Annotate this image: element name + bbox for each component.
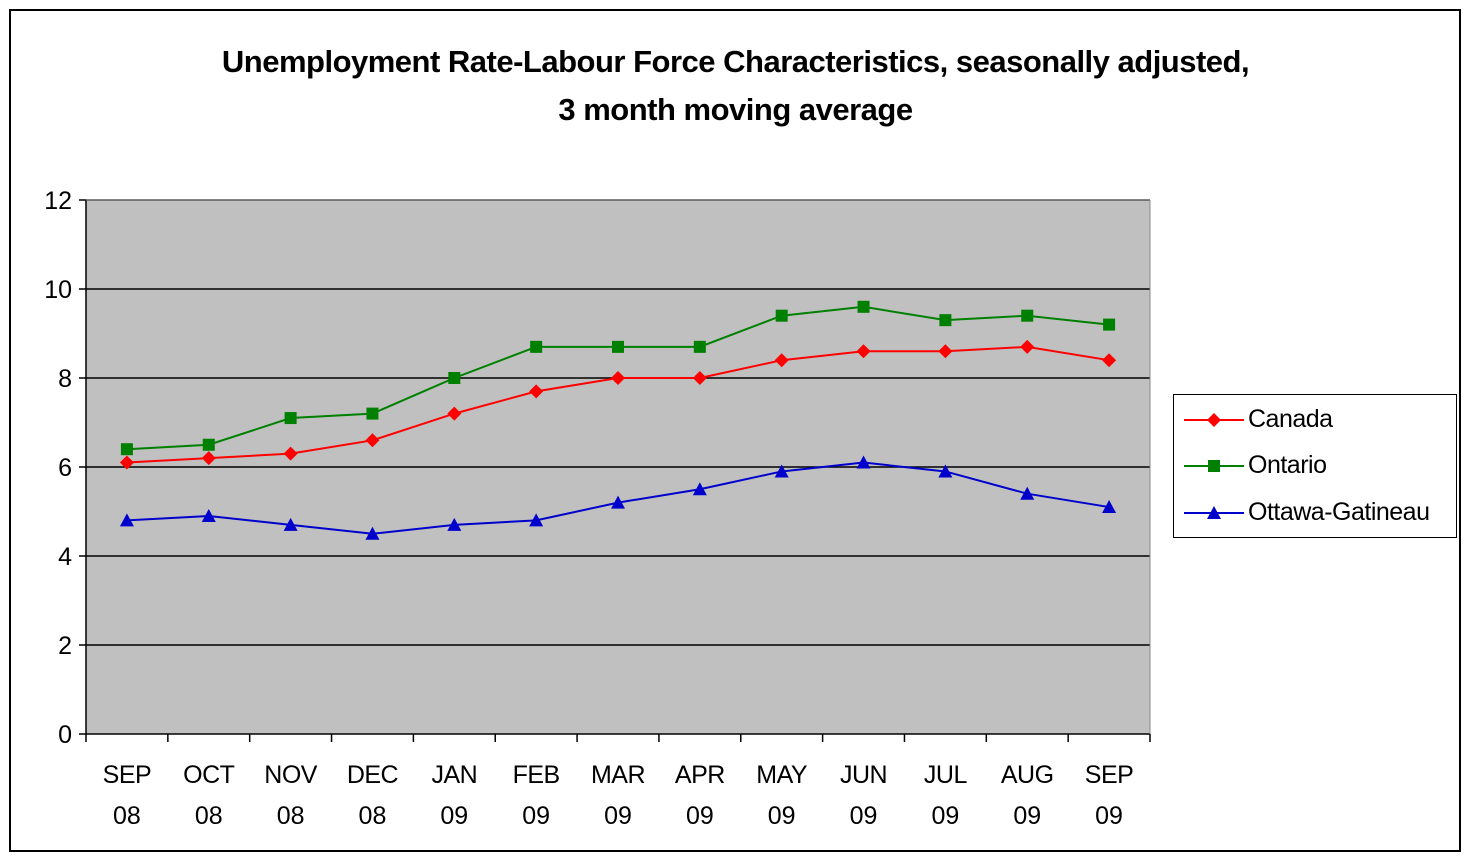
data-point-ottawa-gatineau-1 bbox=[201, 508, 216, 522]
y-tick-label-12: 12 bbox=[44, 187, 72, 215]
data-point-ontario-10 bbox=[939, 314, 952, 327]
data-point-ottawa-gatineau-12 bbox=[1102, 500, 1117, 514]
data-point-canada-0 bbox=[119, 455, 134, 470]
data-point-canada-2 bbox=[283, 446, 298, 461]
data-point-ontario-5 bbox=[530, 340, 543, 353]
y-tick-label-4: 4 bbox=[58, 543, 72, 571]
data-point-ottawa-gatineau-9 bbox=[856, 455, 871, 469]
x-tick-label-month-7: APR bbox=[675, 761, 725, 789]
data-point-canada-10 bbox=[938, 344, 953, 359]
data-point-ontario-0 bbox=[120, 443, 133, 456]
data-point-ottawa-gatineau-2 bbox=[283, 517, 298, 531]
legend-marker-canada bbox=[1184, 413, 1244, 427]
chart-title-line1: Unemployment Rate-Labour Force Character… bbox=[221, 44, 1250, 79]
data-point-ottawa-gatineau-5 bbox=[529, 513, 544, 527]
x-tick-label-year-12: 09 bbox=[1095, 802, 1123, 830]
x-tick-label-month-10: JUL bbox=[924, 761, 968, 789]
y-tick-label-10: 10 bbox=[44, 276, 72, 304]
legend-item-ottawa-gatineau: Ottawa-Gatineau bbox=[1174, 492, 1458, 532]
chart-title: Unemployment Rate-Labour Force Character… bbox=[0, 38, 1471, 134]
x-tick-label-year-8: 09 bbox=[768, 802, 796, 830]
legend-marker-ontario bbox=[1184, 460, 1244, 472]
data-point-canada-5 bbox=[529, 384, 544, 399]
y-tick-labels: 0 2 4 6 8 10 12 bbox=[44, 187, 72, 749]
x-tick-label-year-0: 08 bbox=[113, 802, 141, 830]
x-tick-label-year-6: 09 bbox=[604, 802, 632, 830]
y-tick-label-0: 0 bbox=[58, 721, 72, 749]
data-point-ontario-7 bbox=[693, 340, 706, 353]
x-tick-label-year-9: 09 bbox=[850, 802, 878, 830]
legend: Canada Ontario Ottawa-Gatineau bbox=[1173, 394, 1457, 538]
data-point-canada-4 bbox=[447, 406, 462, 421]
x-tick-label-month-12: SEP bbox=[1085, 761, 1134, 789]
x-tick-label-month-5: FEB bbox=[513, 761, 560, 789]
data-point-canada-8 bbox=[774, 353, 789, 368]
data-point-canada-7 bbox=[692, 371, 707, 385]
x-tick-label-month-1: OCT bbox=[183, 761, 235, 789]
series-ottawa-gatineau bbox=[119, 455, 1117, 540]
x-tick-label-year-7: 09 bbox=[686, 802, 714, 830]
data-point-ontario-3 bbox=[366, 407, 379, 420]
data-point-ontario-8 bbox=[775, 309, 788, 322]
x-tick-label-month-11: AUG bbox=[1001, 761, 1054, 789]
series-ontario bbox=[120, 300, 1116, 456]
x-tick-label-year-1: 08 bbox=[195, 802, 223, 830]
x-tick-label-month-9: JUN bbox=[840, 761, 887, 789]
series-group bbox=[119, 300, 1117, 540]
axes bbox=[79, 199, 1151, 742]
legend-label-ontario: Ontario bbox=[1248, 451, 1327, 479]
x-tick-label-month-0: SEP bbox=[103, 761, 152, 789]
data-point-ottawa-gatineau-11 bbox=[1020, 486, 1035, 500]
data-point-canada-12 bbox=[1102, 353, 1117, 368]
legend-label-ottawa-gatineau: Ottawa-Gatineau bbox=[1248, 498, 1430, 526]
y-tick-label-2: 2 bbox=[58, 632, 72, 660]
x-tick-label-year-10: 09 bbox=[931, 802, 959, 830]
legend-marker-ottawa-gatineau bbox=[1184, 506, 1244, 519]
chart-subtitle: 3 month moving average bbox=[558, 92, 913, 127]
data-point-ontario-4 bbox=[448, 372, 461, 384]
y-tick-label-6: 6 bbox=[58, 454, 72, 482]
legend-item-ontario: Ontario bbox=[1174, 445, 1458, 485]
x-tick-label-month-8: MAY bbox=[756, 761, 808, 789]
data-point-ottawa-gatineau-7 bbox=[692, 482, 707, 496]
x-tick-label-year-2: 08 bbox=[277, 802, 305, 830]
data-point-canada-1 bbox=[201, 451, 216, 466]
x-tick-label-month-4: JAN bbox=[431, 761, 477, 789]
data-point-ottawa-gatineau-4 bbox=[447, 517, 462, 531]
data-point-ontario-6 bbox=[612, 340, 624, 353]
data-point-ottawa-gatineau-3 bbox=[365, 526, 380, 540]
y-tick-label-8: 8 bbox=[58, 365, 72, 393]
x-tick-label-year-5: 09 bbox=[522, 802, 550, 830]
x-tick-label-year-11: 09 bbox=[1013, 802, 1041, 830]
data-point-ontario-11 bbox=[1021, 309, 1034, 322]
data-point-canada-6 bbox=[611, 371, 625, 385]
legend-item-canada: Canada bbox=[1174, 399, 1458, 439]
x-tick-label-year-3: 08 bbox=[359, 802, 387, 830]
x-tick-label-month-2: NOV bbox=[264, 761, 318, 789]
data-point-ontario-1 bbox=[202, 438, 215, 451]
data-point-ottawa-gatineau-6 bbox=[611, 495, 625, 509]
data-point-ontario-2 bbox=[284, 412, 297, 425]
x-tick-label-year-4: 09 bbox=[440, 802, 468, 830]
data-point-ottawa-gatineau-0 bbox=[119, 513, 134, 527]
x-tick-labels: SEP 08 OCT 08 NOV 08 DEC 08 JAN 09 FEB 09 MAR 09 APR 09… bbox=[103, 761, 1134, 830]
data-point-canada-3 bbox=[365, 433, 380, 448]
data-point-ontario-12 bbox=[1103, 318, 1116, 331]
data-point-ottawa-gatineau-8 bbox=[774, 464, 789, 478]
data-point-ontario-9 bbox=[857, 300, 870, 313]
series-canada bbox=[119, 339, 1117, 470]
x-tick-label-month-6: MAR bbox=[591, 761, 645, 789]
legend-label-canada: Canada bbox=[1248, 405, 1333, 433]
x-tick-label-month-3: DEC bbox=[347, 761, 399, 789]
data-point-canada-9 bbox=[856, 344, 871, 359]
data-point-canada-11 bbox=[1020, 339, 1035, 354]
data-point-ottawa-gatineau-10 bbox=[938, 464, 953, 478]
